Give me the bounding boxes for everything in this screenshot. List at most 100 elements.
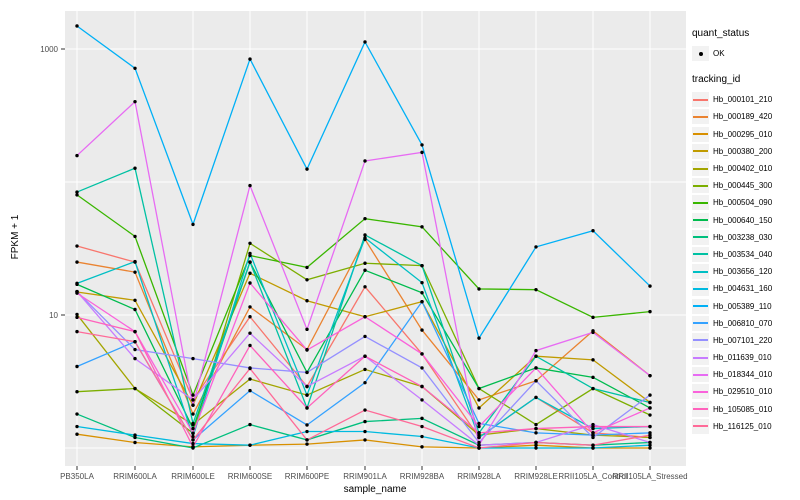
data-point[interactable] bbox=[477, 386, 481, 391]
legend-item-tracking[interactable]: Hb_007101_220 bbox=[692, 332, 798, 349]
data-point[interactable] bbox=[133, 329, 137, 334]
data-point[interactable] bbox=[248, 422, 252, 427]
data-point[interactable] bbox=[420, 445, 424, 449]
data-point[interactable] bbox=[420, 328, 424, 332]
data-point[interactable] bbox=[363, 334, 367, 339]
data-point[interactable] bbox=[191, 393, 195, 397]
data-point[interactable] bbox=[133, 259, 137, 264]
data-point[interactable] bbox=[305, 265, 309, 270]
data-point[interactable] bbox=[305, 348, 309, 352]
data-point[interactable] bbox=[363, 367, 367, 372]
data-point[interactable] bbox=[248, 281, 252, 285]
legend-item-tracking[interactable]: Hb_116125_010 bbox=[692, 418, 798, 435]
legend-item-tracking[interactable]: Hb_004631_160 bbox=[692, 280, 798, 297]
data-point[interactable] bbox=[248, 331, 252, 335]
data-point[interactable] bbox=[133, 298, 137, 302]
data-point[interactable] bbox=[248, 343, 252, 348]
data-point[interactable] bbox=[648, 400, 652, 405]
data-point[interactable] bbox=[363, 315, 367, 319]
data-point[interactable] bbox=[248, 388, 252, 393]
data-point[interactable] bbox=[75, 412, 79, 416]
data-point[interactable] bbox=[133, 433, 137, 437]
data-point[interactable] bbox=[75, 432, 79, 436]
legend-item-tracking[interactable]: Hb_005389_110 bbox=[692, 297, 798, 314]
data-point[interactable] bbox=[133, 386, 137, 391]
data-point[interactable] bbox=[248, 315, 252, 319]
data-point[interactable] bbox=[420, 424, 424, 429]
data-point[interactable] bbox=[363, 438, 367, 442]
data-point[interactable] bbox=[363, 236, 367, 240]
data-point[interactable] bbox=[420, 299, 424, 304]
legend-item-tracking[interactable]: Hb_000380_200 bbox=[692, 143, 798, 160]
data-point[interactable] bbox=[305, 393, 309, 397]
data-point[interactable] bbox=[191, 426, 195, 431]
data-point[interactable] bbox=[591, 443, 595, 447]
data-point[interactable] bbox=[363, 419, 367, 424]
data-point[interactable] bbox=[591, 330, 595, 335]
data-point[interactable] bbox=[591, 424, 595, 429]
data-point[interactable] bbox=[420, 291, 424, 295]
data-point[interactable] bbox=[420, 225, 424, 229]
legend-item-tracking[interactable]: Hb_003656_120 bbox=[692, 263, 798, 280]
data-point[interactable] bbox=[363, 380, 367, 385]
data-point[interactable] bbox=[305, 384, 309, 389]
data-point[interactable] bbox=[648, 393, 652, 397]
data-point[interactable] bbox=[363, 233, 367, 237]
data-point[interactable] bbox=[648, 433, 652, 437]
legend-item-tracking[interactable]: Hb_003534_040 bbox=[692, 246, 798, 263]
data-point[interactable] bbox=[420, 352, 424, 356]
legend-item-tracking[interactable]: Hb_018344_010 bbox=[692, 366, 798, 383]
legend-item-tracking[interactable]: Hb_000445_300 bbox=[692, 177, 798, 194]
data-point[interactable] bbox=[191, 398, 195, 402]
data-point[interactable] bbox=[75, 190, 79, 194]
data-point[interactable] bbox=[477, 424, 481, 429]
data-point[interactable] bbox=[75, 153, 79, 158]
data-point[interactable] bbox=[248, 377, 252, 381]
data-point[interactable] bbox=[75, 244, 79, 248]
data-point[interactable] bbox=[534, 366, 538, 370]
legend-item-tracking[interactable]: Hb_000402_010 bbox=[692, 160, 798, 177]
legend-item-tracking[interactable]: Hb_006810_070 bbox=[692, 315, 798, 332]
data-point[interactable] bbox=[191, 434, 195, 439]
legend-item-tracking[interactable]: Hb_000101_210 bbox=[692, 91, 798, 108]
data-point[interactable] bbox=[133, 99, 137, 104]
data-point[interactable] bbox=[420, 434, 424, 439]
data-point[interactable] bbox=[648, 406, 652, 410]
data-point[interactable] bbox=[477, 287, 481, 291]
data-point[interactable] bbox=[363, 429, 367, 434]
data-point[interactable] bbox=[305, 423, 309, 427]
data-point[interactable] bbox=[191, 445, 195, 449]
data-point[interactable] bbox=[534, 443, 538, 447]
data-point[interactable] bbox=[305, 429, 309, 434]
data-point[interactable] bbox=[363, 354, 367, 358]
data-point[interactable] bbox=[534, 379, 538, 383]
data-point[interactable] bbox=[363, 285, 367, 289]
data-point[interactable] bbox=[75, 390, 79, 394]
data-point[interactable] bbox=[477, 406, 481, 410]
data-point[interactable] bbox=[591, 446, 595, 450]
data-point[interactable] bbox=[363, 408, 367, 412]
data-point[interactable] bbox=[648, 435, 652, 440]
data-point[interactable] bbox=[133, 234, 137, 239]
data-point[interactable] bbox=[534, 287, 538, 292]
data-point[interactable] bbox=[534, 245, 538, 249]
data-point[interactable] bbox=[191, 412, 195, 416]
data-point[interactable] bbox=[648, 284, 652, 288]
data-point[interactable] bbox=[477, 440, 481, 445]
data-point[interactable] bbox=[591, 315, 595, 320]
legend-item-tracking[interactable]: Hb_000295_010 bbox=[692, 126, 798, 143]
data-point[interactable] bbox=[534, 426, 538, 431]
data-point[interactable] bbox=[133, 166, 137, 170]
data-point[interactable] bbox=[591, 375, 595, 380]
data-point[interactable] bbox=[191, 441, 195, 446]
data-point[interactable] bbox=[75, 260, 79, 264]
data-point[interactable] bbox=[420, 143, 424, 147]
data-point[interactable] bbox=[420, 263, 424, 268]
data-point[interactable] bbox=[420, 384, 424, 389]
data-point[interactable] bbox=[305, 442, 309, 446]
legend-item-tracking[interactable]: Hb_105085_010 bbox=[692, 401, 798, 418]
data-point[interactable] bbox=[133, 307, 137, 312]
data-point[interactable] bbox=[248, 305, 252, 309]
legend-item-tracking[interactable]: Hb_000504_090 bbox=[692, 194, 798, 211]
data-point[interactable] bbox=[363, 268, 367, 272]
